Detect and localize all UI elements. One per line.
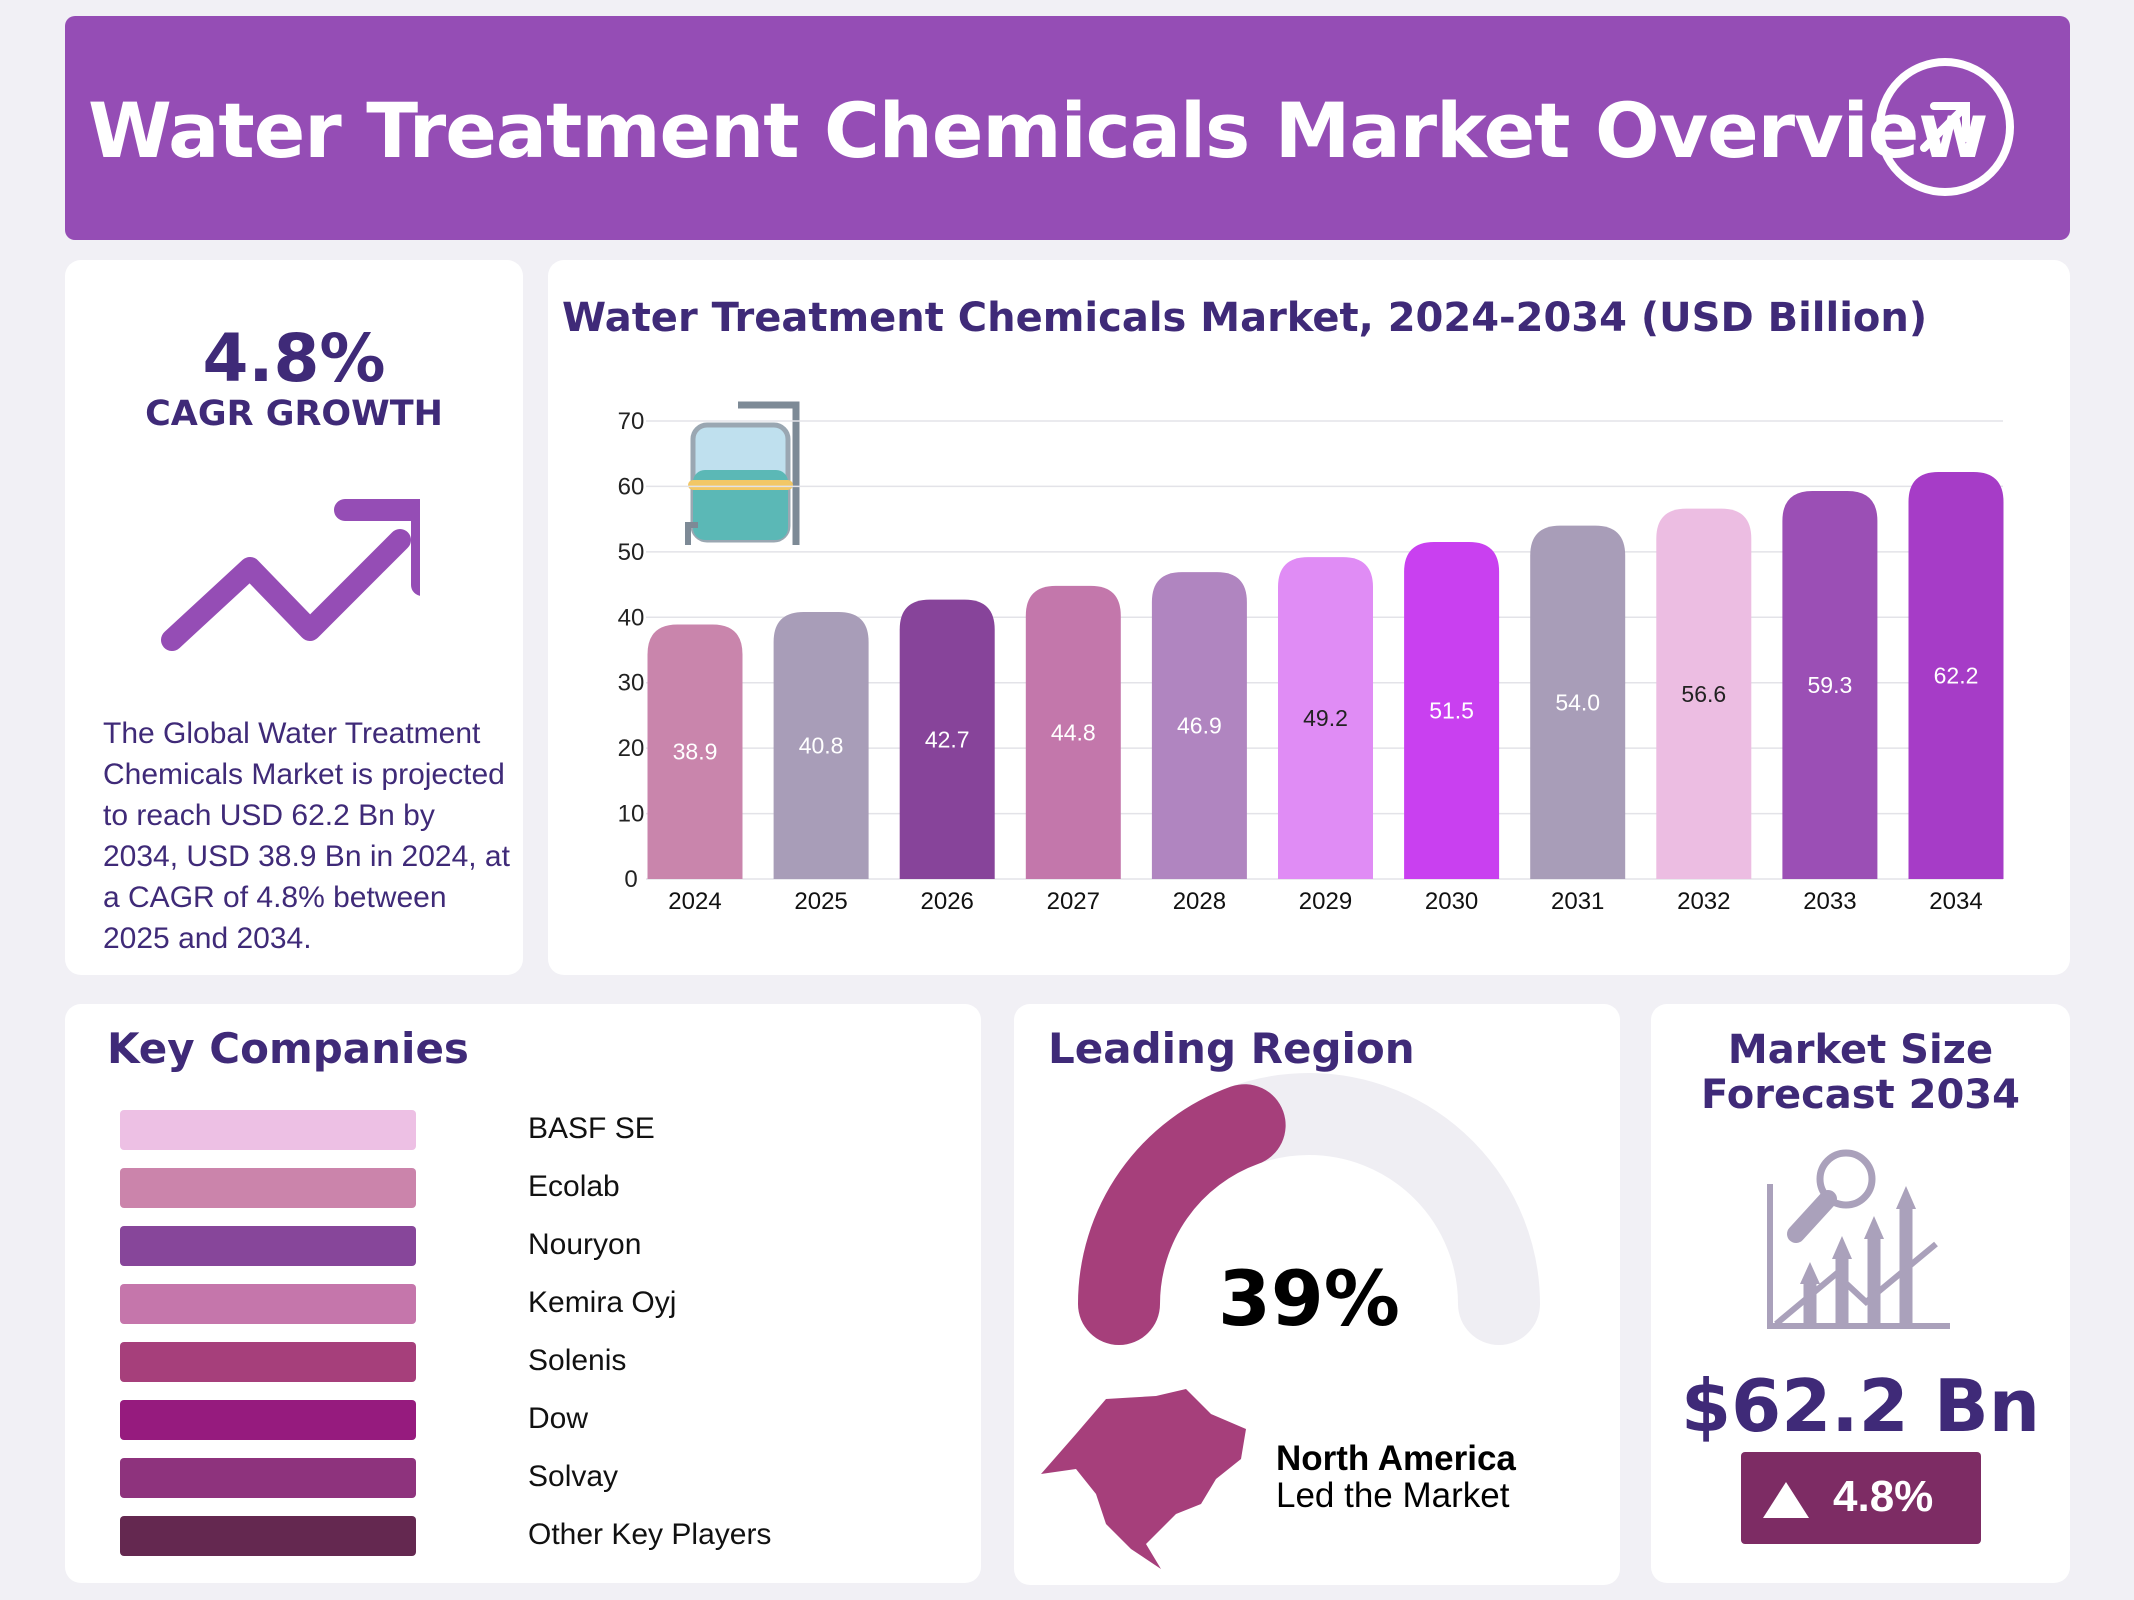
y-tick-label: 50 <box>618 539 645 566</box>
bar-value-label: 54.0 <box>1555 689 1600 715</box>
company-name: Kemira Oyj <box>528 1286 677 1319</box>
header-banner: Water Treatment Chemicals Market Overvie… <box>65 16 2070 240</box>
company-color-swatch <box>120 1400 416 1440</box>
company-color-swatch <box>120 1516 416 1556</box>
bar-value-label: 49.2 <box>1303 705 1348 731</box>
region-subtitle: Led the Market <box>1276 1476 1510 1515</box>
company-name: Nouryon <box>528 1228 642 1261</box>
page-title: Water Treatment Chemicals Market Overvie… <box>88 86 1988 175</box>
bar-2026 <box>899 599 995 879</box>
y-tick-label: 70 <box>618 408 645 435</box>
bar-value-label: 51.5 <box>1429 698 1474 724</box>
bar-value-label: 42.7 <box>925 726 970 752</box>
bar-value-label: 56.6 <box>1681 681 1726 707</box>
chart-card: Water Treatment Chemicals Market, 2024-2… <box>548 260 2070 975</box>
leading-region-title: Leading Region <box>1048 1024 1415 1073</box>
gauge-fill <box>1078 1084 1286 1345</box>
company-name: Other Key Players <box>528 1518 772 1551</box>
y-tick-label: 0 <box>624 866 637 893</box>
x-tick-label: 2034 <box>1929 888 1982 915</box>
leading-region-card: Leading Region 39% North America Led the… <box>1014 1004 1620 1585</box>
company-color-swatch <box>120 1168 416 1208</box>
forecast-title-line1: Market Size <box>1727 1027 1994 1073</box>
trend-up-arrow-icon <box>161 499 420 651</box>
company-name: Dow <box>528 1402 589 1435</box>
market-description: The Global Water Treatment Chemicals Mar… <box>103 717 510 955</box>
y-tick-label: 40 <box>618 604 645 631</box>
cagr-label: CAGR GROWTH <box>145 394 443 434</box>
bar-2030 <box>1404 542 1500 879</box>
region-name: North America <box>1276 1439 1516 1478</box>
y-tick-label: 60 <box>618 473 645 500</box>
growth-badge: 4.8% <box>1741 1452 1981 1544</box>
x-tick-label: 2028 <box>1173 888 1226 915</box>
company-color-swatch <box>120 1458 416 1498</box>
x-tick-label: 2024 <box>668 888 721 915</box>
cagr-card: 4.8% CAGR GROWTH The Global Water Treatm… <box>65 260 523 975</box>
company-name: Solvay <box>528 1460 619 1493</box>
company-name: Solenis <box>528 1344 627 1377</box>
region-share-value: 39% <box>1218 1254 1400 1343</box>
triangle-up-icon <box>1763 1482 1809 1518</box>
y-tick-label: 20 <box>618 735 645 762</box>
arrow-up-right-circle-icon[interactable] <box>1876 58 2014 196</box>
bar-2024 <box>647 624 743 879</box>
bar-value-label: 46.9 <box>1177 713 1222 739</box>
cagr-value: 4.8% <box>202 320 386 397</box>
x-tick-label: 2030 <box>1425 888 1478 915</box>
company-name: BASF SE <box>528 1112 655 1145</box>
company-color-swatch <box>120 1226 416 1266</box>
market-forecast-card: Market Size Forecast 2034 $62.2 Bn 4.8% <box>1651 1004 2070 1583</box>
chart-magnifier-icon <box>1767 1149 1950 1329</box>
forecast-value: $62.2 Bn <box>1681 1364 2040 1448</box>
water-tank-icon <box>685 401 800 545</box>
bar-2029 <box>1278 557 1373 879</box>
company-color-swatch <box>120 1284 416 1324</box>
forecast-title-line2: Forecast 2034 <box>1701 1072 2020 1118</box>
north-america-map-icon <box>1041 1389 1246 1569</box>
x-tick-label: 2029 <box>1299 888 1352 915</box>
x-tick-label: 2025 <box>794 888 847 915</box>
region-share-gauge <box>1078 1073 1540 1345</box>
key-companies-card: Key Companies BASF SE Ecolab Nouryon Kemira… <box>65 1004 981 1583</box>
chart-title: Water Treatment Chemicals Market, 2024-2… <box>562 295 1928 341</box>
bar-2032 <box>1656 508 1752 879</box>
bar-2028 <box>1151 572 1247 879</box>
x-tick-label: 2026 <box>921 888 974 915</box>
key-companies-title: Key Companies <box>107 1024 469 1073</box>
bar-value-label: 40.8 <box>799 733 844 759</box>
x-tick-label: 2027 <box>1047 888 1100 915</box>
bar-value-label: 44.8 <box>1051 719 1096 745</box>
bar-2025 <box>773 612 869 879</box>
company-color-swatch <box>120 1110 416 1150</box>
bar-2033 <box>1782 491 1878 879</box>
bar-value-label: 62.2 <box>1934 663 1979 689</box>
growth-badge-value: 4.8% <box>1833 1472 1934 1521</box>
y-tick-label: 30 <box>618 670 645 697</box>
bar-2027 <box>1025 585 1121 879</box>
bar-value-label: 38.9 <box>673 739 718 765</box>
bar-2031 <box>1530 525 1626 879</box>
bar-2034 <box>1908 472 2004 879</box>
company-color-swatch <box>120 1342 416 1382</box>
y-tick-label: 10 <box>618 801 645 828</box>
x-tick-label: 2032 <box>1677 888 1730 915</box>
x-tick-label: 2031 <box>1551 888 1604 915</box>
company-name: Ecolab <box>528 1170 620 1203</box>
x-tick-label: 2033 <box>1803 888 1856 915</box>
bar-chart: 01020304050607038.9202440.8202542.720264… <box>618 408 2004 915</box>
bar-value-label: 59.3 <box>1808 672 1853 698</box>
